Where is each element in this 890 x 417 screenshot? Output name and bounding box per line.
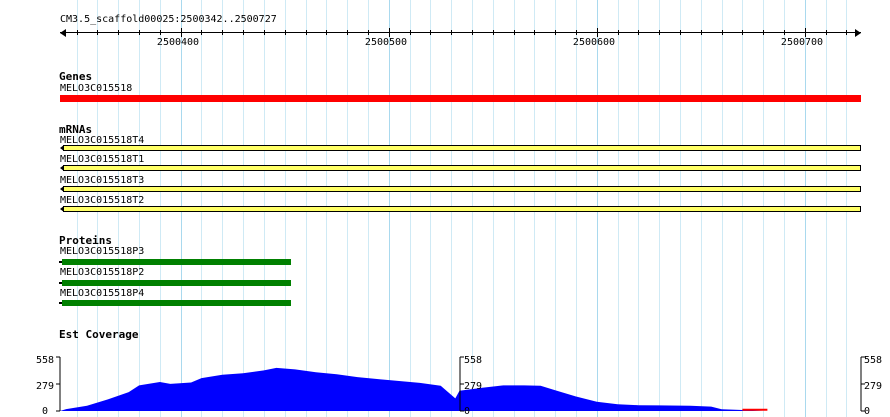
protein-feature-bar[interactable]: [62, 280, 291, 286]
ruler-tick: [701, 30, 702, 35]
ruler-tick: [555, 30, 556, 35]
ruler-tick: [264, 30, 265, 35]
ruler-tick: [347, 30, 348, 35]
mrna-label[interactable]: MELO3C015518T1: [60, 154, 145, 165]
ruler-tick: [118, 30, 119, 35]
ruler-tick: [160, 30, 161, 35]
ruler-tick: [389, 28, 390, 37]
protein-label[interactable]: MELO3C015518P4: [60, 288, 145, 299]
ruler-tick: [139, 30, 140, 35]
axis-label-mid: 279: [36, 381, 54, 392]
ruler-tick: [181, 28, 182, 37]
ruler-tick: [763, 30, 764, 35]
ruler-tick: [576, 30, 577, 35]
proteins-track-title: Proteins: [59, 234, 112, 247]
axis-label-mid: 279: [464, 381, 482, 392]
coverage-plot[interactable]: 558 279 0 558 279 0 558 279 0: [0, 355, 890, 417]
strand-arrow-icon: [60, 165, 64, 171]
ruler-tick: [326, 30, 327, 35]
strand-marker: [59, 282, 62, 284]
ruler-tick: [472, 30, 473, 35]
axis-label-zero: 0: [464, 406, 470, 417]
coverage-axis-middle: 558 279 0: [459, 355, 482, 417]
ruler-tick: [534, 30, 535, 35]
ruler-tick: [597, 28, 598, 37]
ruler-tick: [430, 30, 431, 35]
axis-label-max: 558: [464, 355, 482, 366]
protein-label[interactable]: MELO3C015518P2: [60, 267, 145, 278]
coverage-axis-right: 558 279 0: [860, 355, 882, 417]
ruler-tick: [846, 30, 847, 35]
ruler-tick: [410, 30, 411, 35]
ruler-tick: [659, 30, 660, 35]
ruler-tick: [306, 30, 307, 35]
ruler-tick: [638, 30, 639, 35]
ruler-tick: [368, 30, 369, 35]
ruler-tick: [826, 30, 827, 35]
axis-label-mid: 279: [864, 381, 882, 392]
strand-arrow-icon: [60, 186, 64, 192]
ruler-tick: [722, 30, 723, 35]
arrow-right-icon[interactable]: [855, 29, 861, 37]
ruler-tick: [618, 30, 619, 35]
axis-label-max: 558: [864, 355, 882, 366]
mrna-feature-bar[interactable]: [63, 145, 861, 151]
ruler-tick: [805, 28, 806, 37]
ruler-tick: [97, 30, 98, 35]
strand-arrow-icon: [60, 206, 64, 212]
protein-label[interactable]: MELO3C015518P3: [60, 246, 145, 257]
ruler-tick: [742, 30, 743, 35]
ruler-tick: [77, 30, 78, 35]
protein-feature-bar[interactable]: [62, 259, 291, 265]
genes-track-title: Genes: [59, 70, 93, 83]
ruler-tick-label: 2500500: [364, 37, 408, 48]
mrna-feature-bar[interactable]: [63, 206, 861, 212]
ruler-tick: [680, 30, 681, 35]
arrow-left-icon[interactable]: [60, 29, 66, 37]
axis-label-max: 558: [36, 355, 54, 366]
mrna-feature-bar[interactable]: [63, 186, 861, 192]
coverage-track-title: Est Coverage: [59, 328, 139, 341]
strand-marker: [59, 261, 62, 263]
ruler-tick-label: 2500700: [780, 37, 824, 48]
axis-label-zero: 0: [864, 406, 870, 417]
mrna-label[interactable]: MELO3C015518T2: [60, 195, 145, 206]
axis-label-zero: 0: [42, 406, 48, 417]
mrna-label[interactable]: MELO3C015518T3: [60, 175, 145, 186]
ruler-tick: [243, 30, 244, 35]
ruler-tick: [493, 30, 494, 35]
ruler-tick: [285, 30, 286, 35]
ruler-tick: [514, 30, 515, 35]
ruler-axis: [60, 32, 861, 33]
mrnas-track-title: mRNAs: [59, 123, 93, 136]
coverage-axis-left: 558 279 0: [36, 355, 61, 417]
mrna-feature-bar[interactable]: [63, 165, 861, 171]
ruler-title: CM3.5_scaffold00025:2500342..2500727: [60, 14, 277, 25]
ruler-tick: [784, 30, 785, 35]
gene-feature-bar[interactable]: [60, 95, 861, 102]
ruler-tick: [451, 30, 452, 35]
mrna-label[interactable]: MELO3C015518T4: [60, 135, 145, 146]
strand-marker: [59, 302, 62, 304]
ruler-tick: [222, 30, 223, 35]
ruler-tick-label: 2500400: [156, 37, 200, 48]
strand-arrow-icon: [60, 145, 64, 151]
gene-label[interactable]: MELO3C015518: [60, 83, 133, 94]
coverage-area: [60, 367, 764, 411]
ruler-tick: [201, 30, 202, 35]
protein-feature-bar[interactable]: [62, 300, 291, 306]
ruler-tick-label: 2500600: [572, 37, 616, 48]
